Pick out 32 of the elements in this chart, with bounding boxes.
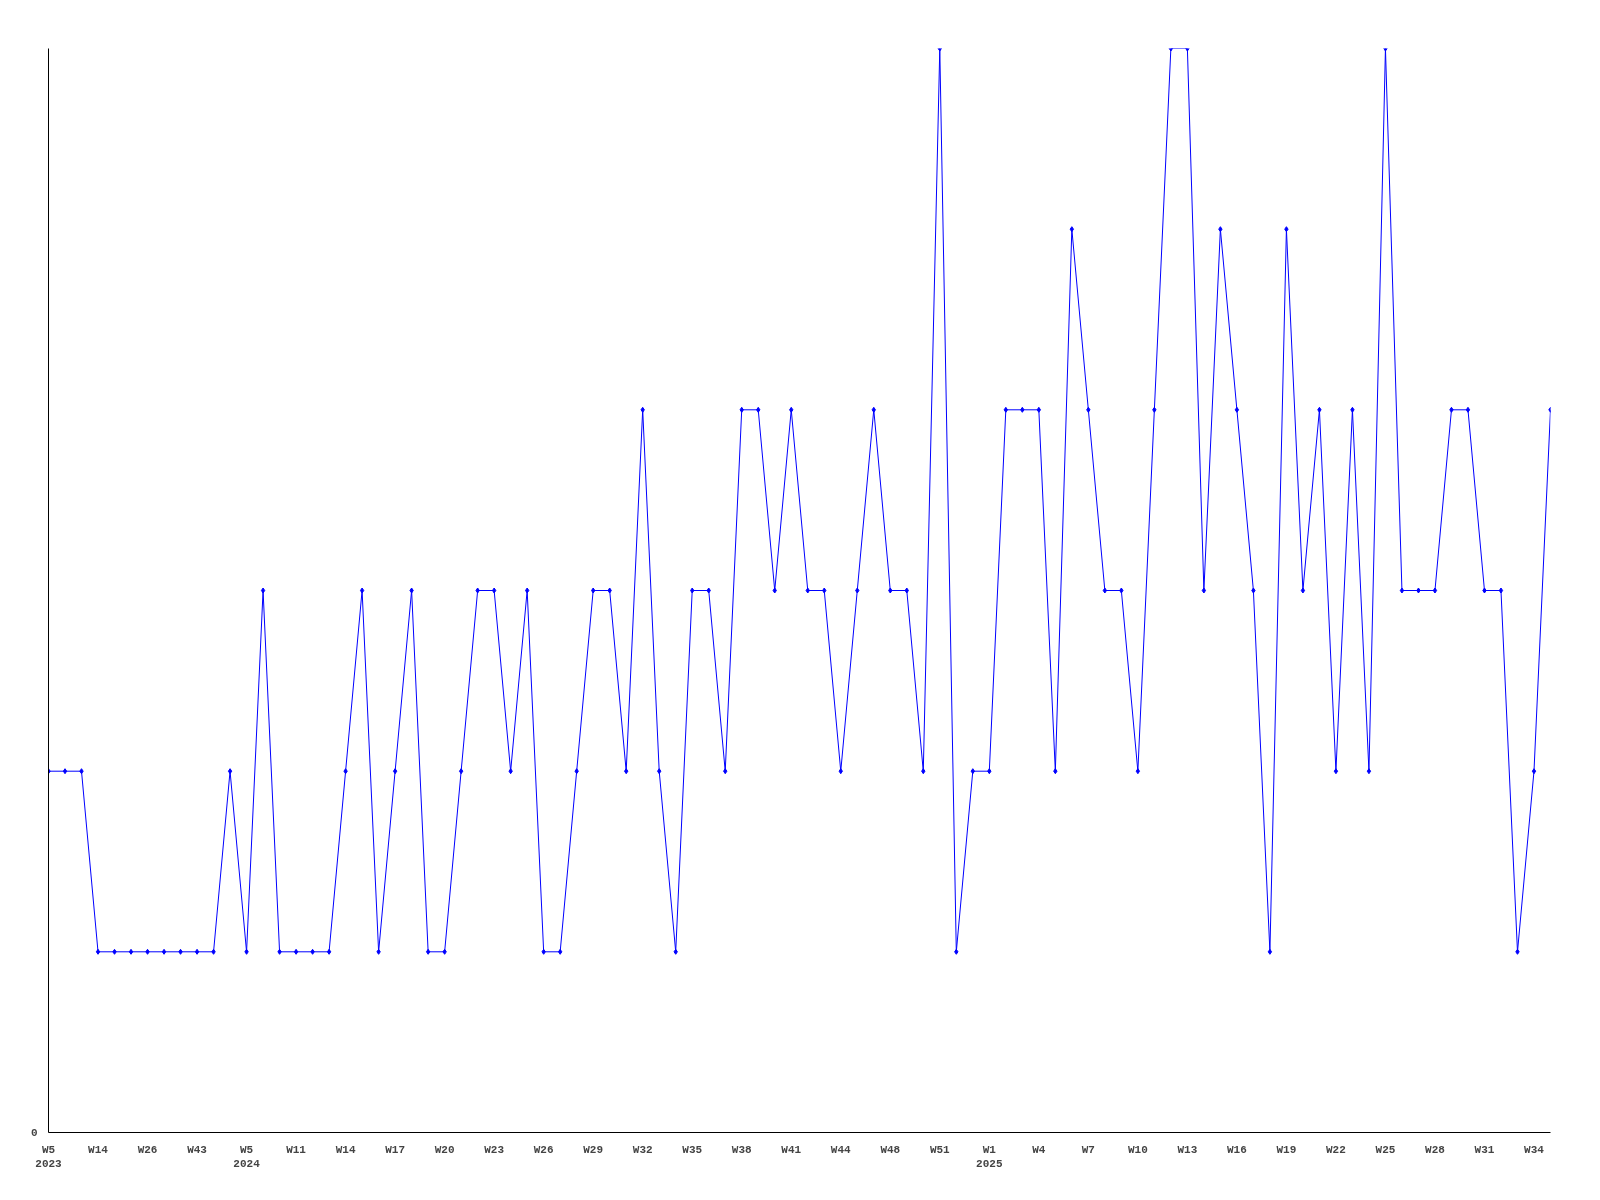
x-tick-label: W20 — [434, 1143, 455, 1156]
x-tick-label: W14 — [335, 1143, 356, 1156]
text: 0 — [30, 1127, 38, 1139]
x-tick-label: W13 — [1177, 1143, 1198, 1156]
x-tick-label: W4 — [1032, 1143, 1046, 1156]
x-tick-label: W14 — [88, 1143, 109, 1156]
x-tick-label: W41 — [781, 1143, 802, 1156]
x-tick-label: W35 — [682, 1143, 703, 1156]
x-tick-label: W43 — [187, 1143, 208, 1156]
x-tick-label: W26 — [137, 1143, 158, 1156]
x-tick-label: W31 — [1474, 1143, 1495, 1156]
x-tick-label: W28 — [1425, 1143, 1446, 1156]
x-tick-label: W44 — [830, 1143, 852, 1156]
x-tick-label: W16 — [1226, 1143, 1247, 1156]
x-tick-label: W32 — [632, 1143, 653, 1156]
x-tick-label: W1 2025 — [976, 1143, 1003, 1170]
x-tick-label: W17 — [385, 1143, 406, 1156]
x-tick-label: W34 — [1524, 1143, 1545, 1156]
x-tick-label: W51 — [929, 1143, 951, 1156]
x-tick-label: W48 — [880, 1143, 901, 1156]
x-tick-label: W10 — [1127, 1143, 1148, 1156]
x-tick-label: W19 — [1276, 1143, 1297, 1156]
x-tick-label: W5 2023 — [35, 1143, 63, 1170]
x-tick-label: W23 — [484, 1143, 505, 1156]
x-tick-label: W38 — [731, 1143, 753, 1156]
x-tick-label: W26 — [533, 1143, 554, 1156]
x-tick-label: W5 2024 — [233, 1143, 261, 1170]
x-tick-label: W22 — [1326, 1143, 1346, 1156]
x-tick-label: W25 — [1375, 1143, 1396, 1156]
x-tick-label: W7 — [1081, 1143, 1095, 1156]
x-tick-label: W11 — [286, 1143, 307, 1156]
x-tick-label: W29 — [583, 1143, 604, 1156]
